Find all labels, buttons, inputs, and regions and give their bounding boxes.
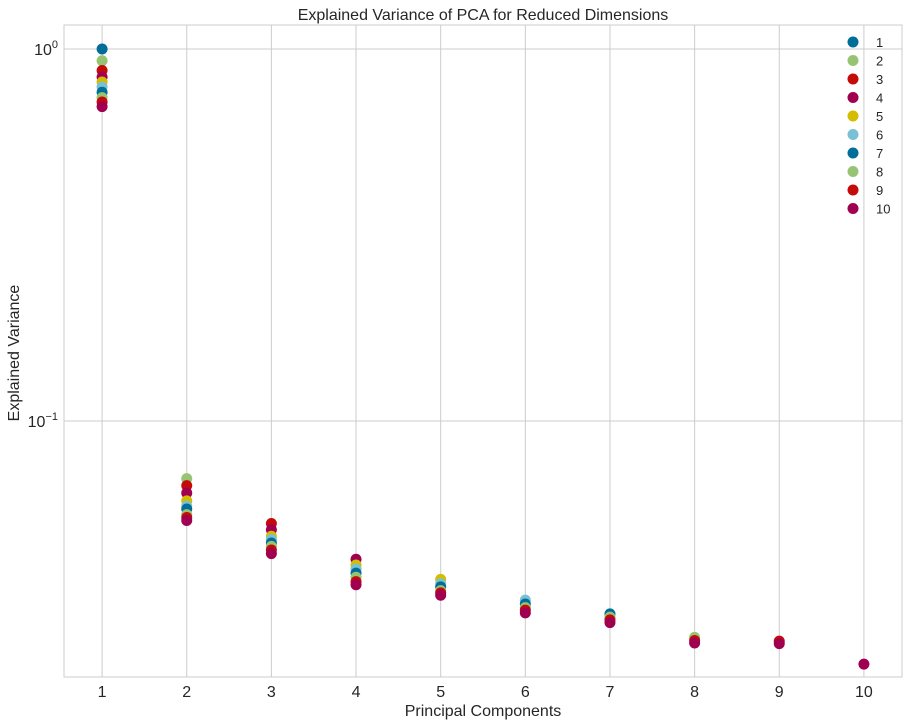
data-point: [96, 101, 108, 113]
legend-label: 9: [876, 183, 883, 198]
y-tick-label: 10−1: [28, 411, 58, 431]
x-tick-label: 6: [521, 684, 530, 701]
legend: 1 2 3 4 5 6 7 8 9 10: [847, 35, 890, 217]
legend-marker: [847, 147, 859, 159]
data-point: [435, 589, 447, 601]
x-tick-label: 4: [352, 684, 361, 701]
legend-item-1: 1: [847, 35, 883, 50]
legend-label: 6: [876, 128, 883, 143]
legend-item-5: 5: [847, 109, 883, 124]
series-6: [96, 81, 531, 606]
data-point: [96, 55, 108, 67]
data-point: [265, 548, 277, 560]
data-point: [773, 638, 785, 650]
legend-label: 5: [876, 109, 883, 124]
series-2: [96, 55, 193, 485]
legend-label: 3: [876, 72, 883, 87]
legend-label: 7: [876, 146, 883, 161]
legend-marker: [847, 55, 859, 66]
legend-marker: [847, 92, 859, 103]
x-tick-label: 2: [182, 684, 191, 701]
legend-item-3: 3: [847, 72, 883, 87]
legend-marker: [847, 166, 859, 177]
legend-item-8: 8: [847, 165, 883, 180]
y-tick-labels: 100 10−1: [28, 39, 58, 431]
legend-label: 2: [876, 54, 883, 69]
data-point: [181, 515, 193, 527]
data-point: [858, 658, 870, 670]
data-point: [519, 607, 531, 619]
legend-label: 1: [876, 35, 883, 50]
legend-label: 10: [876, 202, 890, 217]
data-point: [689, 637, 701, 649]
data-point: [604, 617, 616, 629]
x-tick-label: 8: [690, 684, 699, 701]
legend-marker: [847, 36, 859, 48]
legend-marker: [847, 73, 859, 85]
legend-item-2: 2: [847, 54, 883, 69]
x-tick-label: 1: [98, 684, 107, 701]
data-points: [96, 43, 870, 670]
x-tick-label: 7: [606, 684, 615, 701]
data-point: [350, 579, 362, 591]
x-tick-labels: 1 2 3 4 5 6 7 8 9 10: [98, 684, 873, 701]
x-tick-label: 5: [436, 684, 445, 701]
legend-marker: [847, 203, 859, 214]
data-point: [96, 43, 108, 55]
series-10: [96, 101, 870, 670]
legend-item-10: 10: [847, 202, 890, 217]
grid-lines: [64, 25, 902, 677]
legend-label: 4: [876, 91, 883, 106]
legend-item-6: 6: [847, 128, 883, 143]
legend-marker: [847, 129, 859, 140]
legend-item-7: 7: [847, 146, 883, 161]
x-tick-label: 10: [855, 684, 873, 701]
x-tick-label: 3: [267, 684, 276, 701]
legend-marker: [847, 110, 859, 122]
legend-label: 8: [876, 165, 883, 180]
y-axis-label: Explained Variance: [6, 285, 23, 422]
series-4: [96, 71, 362, 565]
legend-item-9: 9: [847, 183, 883, 198]
series-1: [96, 43, 108, 55]
chart-title: Explained Variance of PCA for Reduced Di…: [298, 7, 669, 24]
plot-frame: [63, 24, 903, 678]
x-tick-label: 9: [775, 684, 784, 701]
legend-item-4: 4: [847, 91, 883, 106]
data-point: [181, 487, 193, 499]
x-axis-label: Principal Components: [405, 703, 562, 720]
legend-marker: [847, 184, 859, 196]
y-tick-label: 100: [34, 39, 58, 59]
